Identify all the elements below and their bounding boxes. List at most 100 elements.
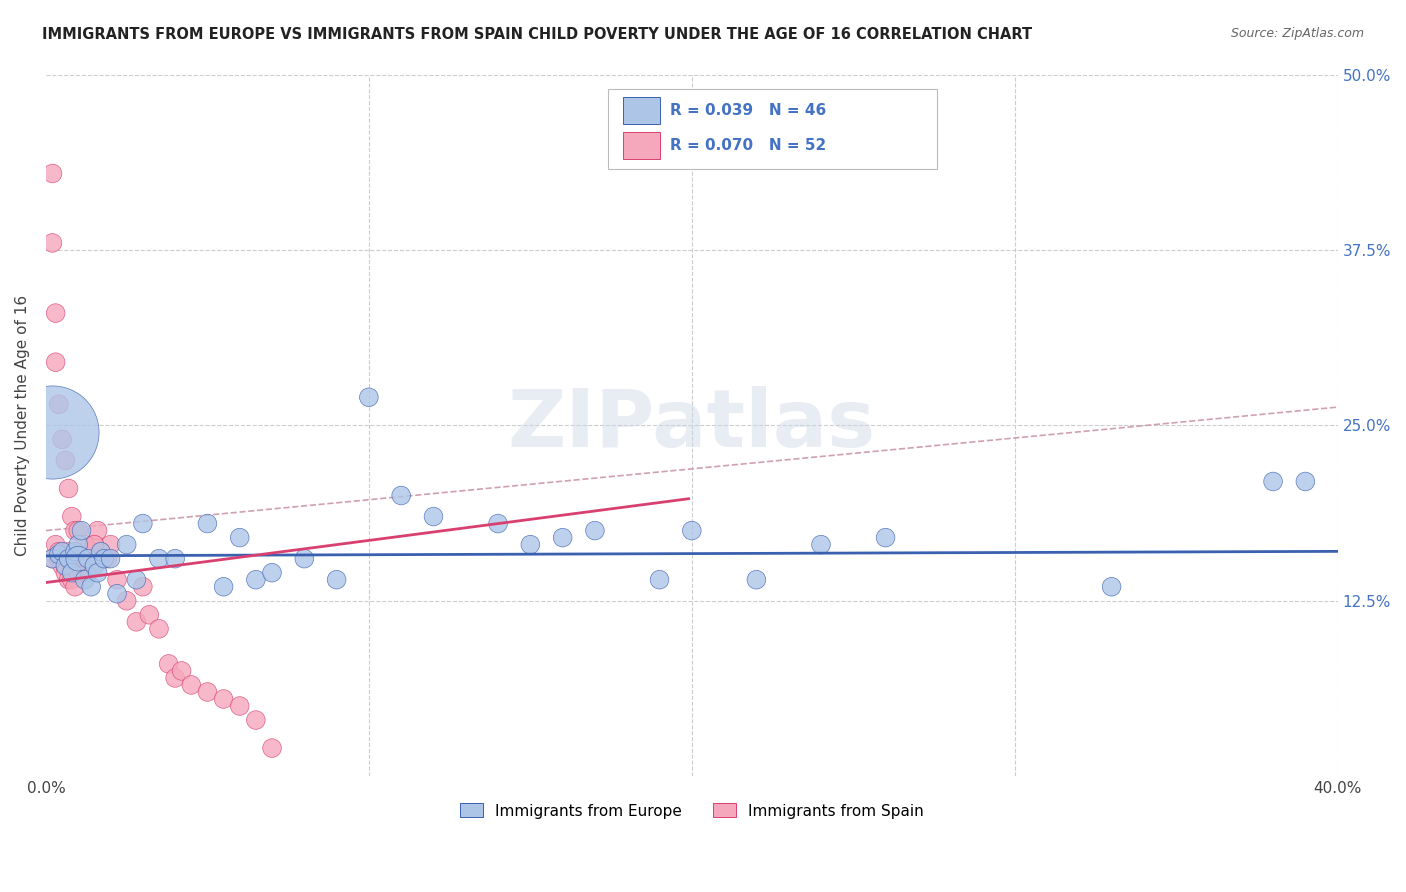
Point	[63, 544, 86, 558]
Point	[53, 566, 76, 580]
Bar	[623, 132, 659, 159]
Point	[73, 573, 96, 587]
Point	[132, 580, 155, 594]
Point	[41, 551, 63, 566]
Point	[100, 551, 122, 566]
Point	[125, 573, 148, 587]
Point	[83, 538, 105, 552]
Bar	[623, 97, 659, 124]
Point	[70, 551, 93, 566]
Text: ZIPatlas: ZIPatlas	[508, 386, 876, 465]
Point	[67, 538, 90, 552]
Point	[157, 657, 180, 671]
Point	[138, 607, 160, 622]
Text: R = 0.039   N = 46: R = 0.039 N = 46	[669, 103, 827, 118]
Point	[48, 544, 70, 558]
Point	[80, 544, 103, 558]
Point	[197, 516, 219, 531]
Point	[41, 551, 63, 566]
Point	[48, 397, 70, 411]
Point	[67, 566, 90, 580]
Point	[45, 355, 67, 369]
Point	[165, 551, 187, 566]
Point	[45, 306, 67, 320]
Point	[63, 524, 86, 538]
Point	[83, 558, 105, 573]
Point	[41, 235, 63, 250]
Point	[48, 551, 70, 566]
Point	[212, 580, 235, 594]
Point	[357, 390, 380, 404]
Point	[810, 538, 832, 552]
Point	[90, 544, 112, 558]
Point	[41, 166, 63, 180]
Point	[180, 678, 202, 692]
Point	[422, 509, 444, 524]
Point	[60, 509, 83, 524]
Point	[260, 741, 283, 756]
Point	[170, 664, 193, 678]
Point	[45, 538, 67, 552]
Point	[51, 544, 73, 558]
Text: Source: ZipAtlas.com: Source: ZipAtlas.com	[1230, 27, 1364, 40]
Point	[41, 425, 63, 440]
Text: R = 0.070   N = 52: R = 0.070 N = 52	[669, 138, 827, 153]
Point	[53, 558, 76, 573]
Point	[70, 524, 93, 538]
Point	[165, 671, 187, 685]
Point	[51, 433, 73, 447]
Point	[745, 573, 768, 587]
Point	[53, 551, 76, 566]
Point	[260, 566, 283, 580]
Point	[67, 551, 90, 566]
Point	[245, 713, 267, 727]
Point	[228, 698, 250, 713]
Point	[228, 531, 250, 545]
Point	[93, 551, 115, 566]
Point	[148, 551, 170, 566]
Point	[96, 551, 118, 566]
Point	[115, 538, 138, 552]
Point	[100, 538, 122, 552]
Point	[73, 551, 96, 566]
Point	[292, 551, 315, 566]
Point	[90, 544, 112, 558]
Point	[125, 615, 148, 629]
Point	[86, 524, 108, 538]
Point	[1101, 580, 1123, 594]
Point	[77, 566, 100, 580]
Bar	[607, 88, 938, 169]
Point	[197, 685, 219, 699]
Point	[115, 593, 138, 607]
Point	[1261, 475, 1284, 489]
Point	[132, 516, 155, 531]
Point	[93, 551, 115, 566]
Point	[58, 482, 80, 496]
Point	[63, 580, 86, 594]
Point	[519, 538, 541, 552]
Point	[389, 489, 412, 503]
Point	[58, 551, 80, 566]
Point	[77, 551, 100, 566]
Point	[583, 524, 606, 538]
Point	[60, 551, 83, 566]
Legend: Immigrants from Europe, Immigrants from Spain: Immigrants from Europe, Immigrants from …	[454, 797, 929, 825]
Point	[48, 548, 70, 562]
Point	[67, 551, 90, 566]
Point	[648, 573, 671, 587]
Point	[551, 531, 574, 545]
Y-axis label: Child Poverty Under the Age of 16: Child Poverty Under the Age of 16	[15, 294, 30, 556]
Point	[86, 566, 108, 580]
Point	[148, 622, 170, 636]
Point	[80, 580, 103, 594]
Point	[73, 538, 96, 552]
Point	[83, 538, 105, 552]
Point	[51, 558, 73, 573]
Point	[53, 453, 76, 467]
Point	[105, 573, 128, 587]
Point	[1294, 475, 1316, 489]
Point	[58, 573, 80, 587]
Point	[67, 524, 90, 538]
Point	[325, 573, 347, 587]
Point	[245, 573, 267, 587]
